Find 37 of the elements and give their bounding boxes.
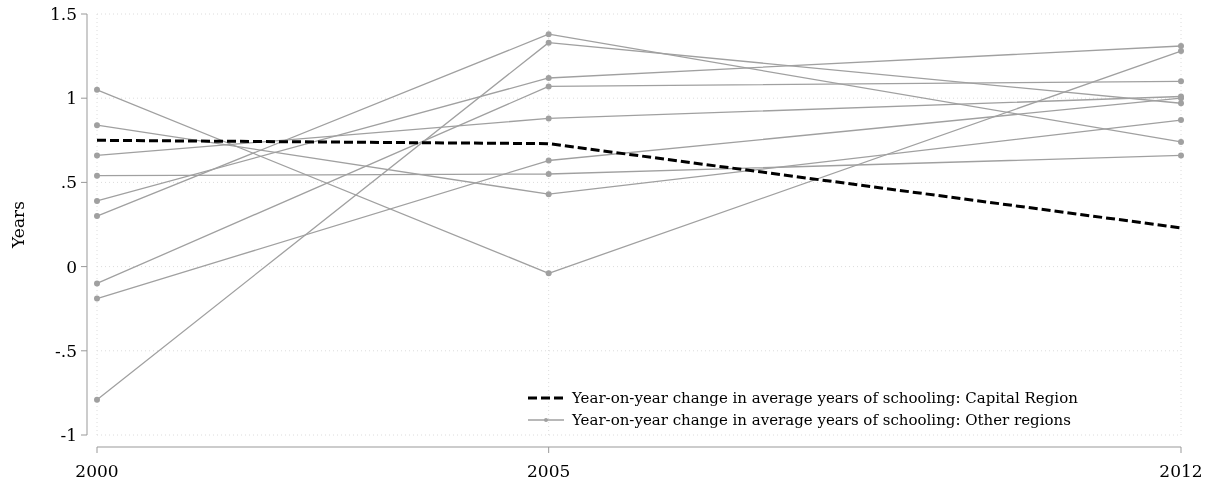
point xyxy=(94,396,100,403)
point xyxy=(545,83,552,90)
point xyxy=(94,213,100,220)
y-tick-label: 1 xyxy=(66,88,77,109)
x-tick-label: 2005 xyxy=(527,461,571,481)
point xyxy=(94,122,100,129)
point xyxy=(94,280,100,287)
point xyxy=(545,39,552,46)
y-tick-label: 1.5 xyxy=(49,3,77,24)
x-tick-label: 2000 xyxy=(75,461,119,481)
point xyxy=(545,115,552,122)
point xyxy=(94,295,100,302)
y-axis-title: Years xyxy=(8,201,28,249)
y-tick-label: .5 xyxy=(60,172,77,193)
point xyxy=(1178,117,1184,124)
point xyxy=(1178,43,1184,49)
point xyxy=(94,86,100,93)
point xyxy=(545,270,552,277)
point xyxy=(1178,152,1184,159)
point xyxy=(545,191,552,198)
point xyxy=(1178,100,1184,107)
point xyxy=(545,31,552,38)
point xyxy=(1178,48,1184,55)
point xyxy=(1178,78,1184,85)
point xyxy=(545,170,552,177)
point xyxy=(1178,138,1184,145)
y-tick-label: -.5 xyxy=(55,340,77,361)
point xyxy=(94,197,100,204)
y-tick-label: -1 xyxy=(60,424,77,445)
point xyxy=(94,152,100,159)
legend-label: Year-on-year change in average years of schooling: Capital Region xyxy=(571,389,1079,408)
y-tick-label: 0 xyxy=(66,256,77,277)
x-tick-label: 2012 xyxy=(1159,461,1203,481)
point xyxy=(545,74,552,81)
point xyxy=(94,172,100,179)
legend-label: Year-on-year change in average years of schooling: Other regions xyxy=(571,411,1071,430)
point xyxy=(545,157,552,164)
